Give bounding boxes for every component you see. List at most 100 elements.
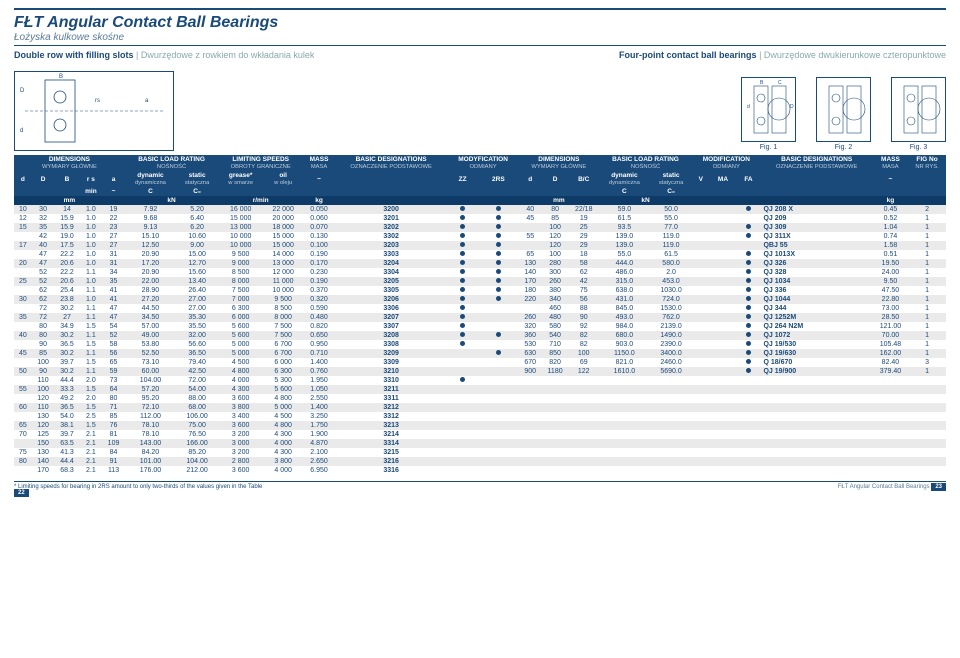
table-cell — [709, 277, 736, 286]
table-cell: 3206 — [335, 295, 447, 304]
table-cell: 3308 — [335, 340, 447, 349]
table-cell: 15.9 — [54, 223, 79, 232]
diagram-left: D d B rs a — [14, 71, 174, 151]
table-cell — [709, 466, 736, 475]
table-cell: 17 — [14, 241, 32, 250]
table-cell — [908, 466, 946, 475]
table-cell: 3310 — [335, 376, 447, 385]
table-cell — [650, 385, 692, 394]
table-cell: 30.2 — [54, 331, 79, 340]
table-cell: 30.2 — [54, 349, 79, 358]
table-cell — [709, 367, 736, 376]
table-cell: 7 000 — [218, 295, 263, 304]
table-cell: 0.060 — [303, 214, 335, 223]
table-cell: 35.30 — [176, 313, 218, 322]
table-cell — [569, 421, 599, 430]
table-cell — [447, 349, 478, 358]
table-cell: 80 — [14, 457, 32, 466]
table-cell: 2.1 — [80, 430, 103, 439]
table-cell: 2.1 — [80, 439, 103, 448]
table-cell — [478, 304, 519, 313]
table-cell: 0.050 — [303, 205, 335, 214]
table-cell: 41.3 — [54, 448, 79, 457]
table-cell — [709, 286, 736, 295]
table-cell: 65 — [102, 358, 125, 367]
table-cell: 88.00 — [176, 394, 218, 403]
table-cell — [599, 466, 650, 475]
table-cell — [599, 412, 650, 421]
table-cell: 150 — [32, 439, 55, 448]
table-cell — [736, 313, 760, 322]
table-cell: 2.1 — [80, 448, 103, 457]
fig2-label: Fig. 2 — [816, 144, 871, 151]
table-cell — [519, 430, 542, 439]
table-cell: 49.00 — [125, 331, 176, 340]
table-cell: 5690.0 — [650, 367, 692, 376]
table-cell — [14, 466, 32, 475]
table-cell: 64 — [102, 385, 125, 394]
table-cell: 22 000 — [263, 205, 303, 214]
table-cell: 20 — [14, 259, 32, 268]
table-cell: 30 — [14, 295, 32, 304]
table-cell — [447, 313, 478, 322]
table-cell — [736, 250, 760, 259]
table-cell: 0.760 — [303, 367, 335, 376]
table-cell — [736, 205, 760, 214]
table-row: 4219.01.02715.1010.6010 00015 0000.13033… — [14, 232, 946, 241]
table-cell: 7.92 — [125, 205, 176, 214]
table-cell — [447, 430, 478, 439]
table-cell: 5 600 — [218, 322, 263, 331]
table-cell — [447, 466, 478, 475]
table-cell — [447, 439, 478, 448]
desc-left-block: Double row with filling slots | Dwurzędo… — [14, 50, 314, 60]
table-cell — [873, 466, 908, 475]
table-row: 153515.91.0239.136.2013 00018 0000.07032… — [14, 223, 946, 232]
table-cell — [599, 394, 650, 403]
table-cell: 1610.0 — [599, 367, 650, 376]
data-table: DIMENSIONSWYMIARY GŁÓWNE BASIC LOAD RATI… — [14, 155, 946, 475]
table-cell: 81 — [102, 430, 125, 439]
table-cell: 6 000 — [263, 358, 303, 367]
table-cell: 42.50 — [176, 367, 218, 376]
table-cell: 1.0 — [80, 214, 103, 223]
table-cell — [447, 277, 478, 286]
table-cell: 31 — [102, 250, 125, 259]
table-cell: 121.00 — [873, 322, 908, 331]
table-cell — [908, 376, 946, 385]
table-cell: 12.70 — [176, 259, 218, 268]
table-cell: 1.5 — [80, 340, 103, 349]
table-cell — [692, 250, 709, 259]
table-cell: 17.20 — [125, 259, 176, 268]
table-cell: QJ 311X — [760, 232, 872, 241]
table-cell: 15 000 — [263, 232, 303, 241]
table-cell — [599, 439, 650, 448]
table-cell: 1490.0 — [650, 331, 692, 340]
table-cell: 9 500 — [218, 250, 263, 259]
table-cell — [447, 394, 478, 403]
table-cell: 3307 — [335, 322, 447, 331]
table-cell: 62 — [32, 295, 55, 304]
footer-left: * Limiting speeds for bearing in 2RS amo… — [14, 484, 262, 496]
table-cell: 72 — [32, 304, 55, 313]
table-cell: 2.0 — [650, 268, 692, 277]
table-cell — [599, 403, 650, 412]
fig3-block: Fig. 3 — [891, 77, 946, 151]
table-cell: 45 — [14, 349, 32, 358]
table-cell: 1.0 — [80, 241, 103, 250]
table-cell — [692, 430, 709, 439]
table-cell — [478, 358, 519, 367]
table-cell: 3 200 — [218, 430, 263, 439]
table-row: 4722.21.03120.9015.009 50014 0000.190330… — [14, 250, 946, 259]
table-cell: 22/18 — [569, 205, 599, 214]
table-cell: 82.40 — [873, 358, 908, 367]
table-cell: 380 — [542, 286, 569, 295]
table-cell — [478, 439, 519, 448]
table-cell — [569, 403, 599, 412]
table-cell: 4.870 — [303, 439, 335, 448]
table-cell: 1.5 — [80, 385, 103, 394]
table-cell: 480 — [542, 313, 569, 322]
table-cell: 52.50 — [125, 349, 176, 358]
table-cell: 170 — [32, 466, 55, 475]
table-cell — [478, 394, 519, 403]
table-cell: 6 000 — [218, 313, 263, 322]
